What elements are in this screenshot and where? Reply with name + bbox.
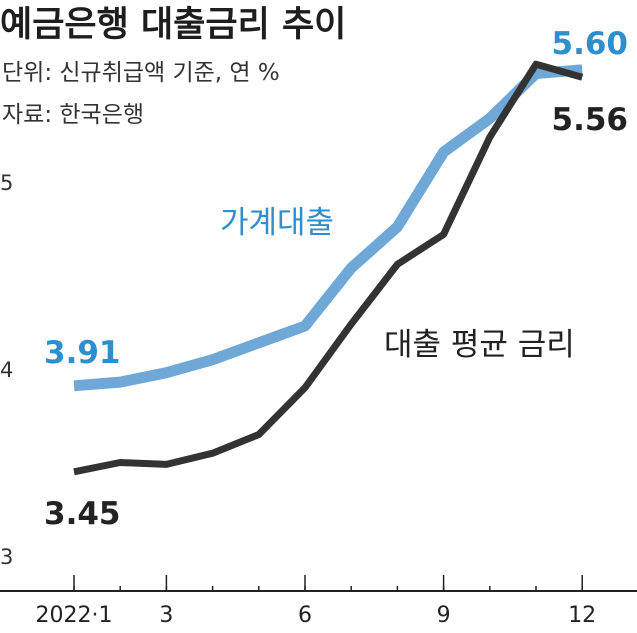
series-first-value-label: 3.91 bbox=[44, 335, 121, 371]
y-tick-label: 4 bbox=[0, 358, 13, 382]
x-tick-label: 12 bbox=[568, 603, 596, 628]
series-line-1 bbox=[73, 60, 584, 476]
series-labels: 3.91 5.60 가계대출 3.45 5.56 대출 평균 금리 bbox=[44, 26, 628, 532]
series-line-0 bbox=[73, 64, 583, 392]
series-last-value-label: 5.60 bbox=[552, 26, 629, 62]
x-tick-label: 9 bbox=[437, 603, 451, 628]
chart-subtitle: 단위: 신규취급액 기준, 연 % bbox=[2, 60, 280, 86]
y-tick-label: 5 bbox=[0, 171, 13, 195]
series-last-value-label: 5.56 bbox=[552, 102, 629, 138]
series-name-label: 대출 평균 금리 bbox=[384, 327, 575, 363]
y-axis: 3 4 5 bbox=[0, 171, 13, 569]
y-tick-label: 3 bbox=[0, 545, 13, 569]
chart-title: 예금은행 대출금리 추이 bbox=[0, 5, 346, 45]
x-tick-label: 2022·1 bbox=[36, 603, 113, 628]
series-first-value-label: 3.45 bbox=[44, 496, 121, 532]
series-name-label: 가계대출 bbox=[220, 205, 334, 241]
chart-source: 자료: 한국은행 bbox=[2, 102, 144, 128]
x-tick-label: 3 bbox=[159, 603, 173, 628]
series-lines bbox=[73, 60, 584, 476]
x-tick-label: 6 bbox=[298, 603, 312, 628]
x-axis: 2022·1 3 6 9 12 bbox=[0, 575, 637, 628]
